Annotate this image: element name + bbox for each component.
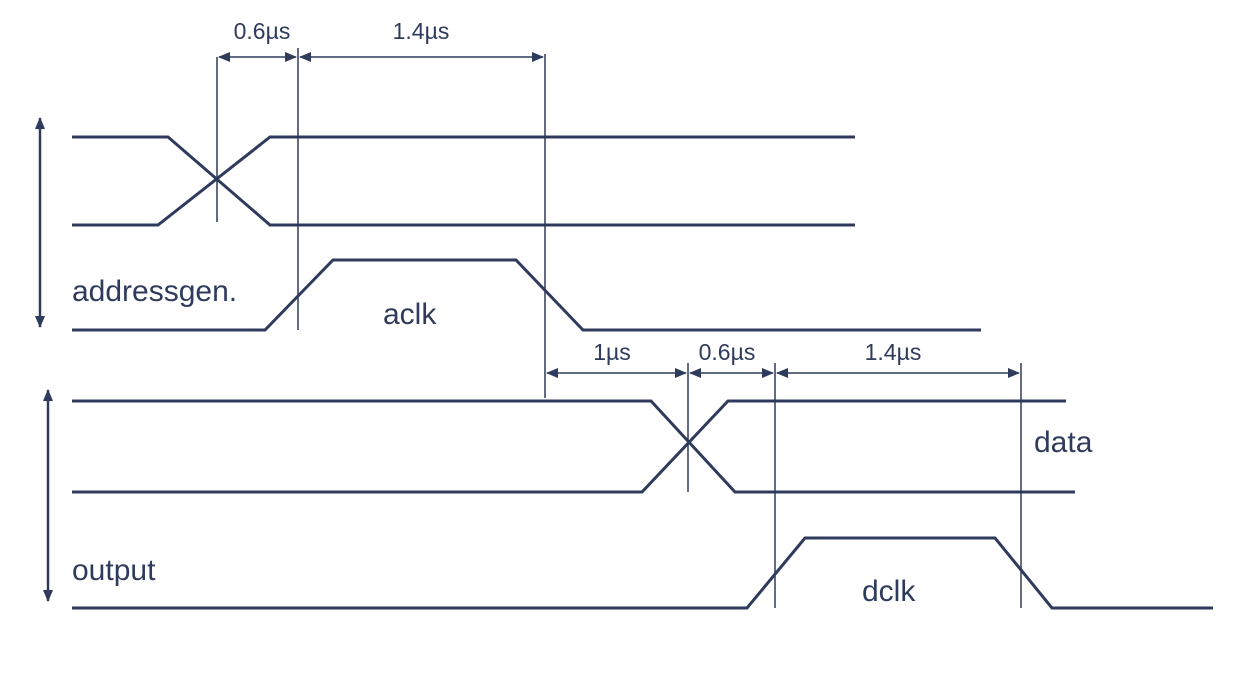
aclk-signal [72,258,981,332]
address-bus-upper-line [72,135,855,227]
dclk-signal [72,536,1213,610]
timing-label-t4: 0.6µs [699,339,756,365]
timing-label-t1: 0.6µs [234,18,291,44]
timing-label-t2: 1.4µs [393,18,450,44]
data-bus-lower-line [72,399,1066,494]
timing-label-t3: 1µs [593,339,631,365]
output-label: output [72,554,156,587]
dclk-label: dclk [862,575,916,608]
timing-label-t5: 1.4µs [865,339,922,365]
data-bus-upper-line [72,399,1075,494]
address-gen-label: addressgen. [72,275,237,308]
data-label: data [1034,426,1093,459]
aclk-label: aclk [383,298,437,331]
address-bus-lower-line [72,135,855,227]
